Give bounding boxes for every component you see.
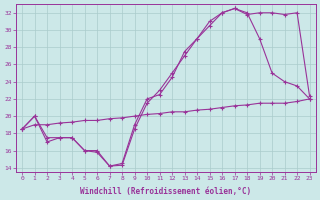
X-axis label: Windchill (Refroidissement éolien,°C): Windchill (Refroidissement éolien,°C) [80, 187, 252, 196]
